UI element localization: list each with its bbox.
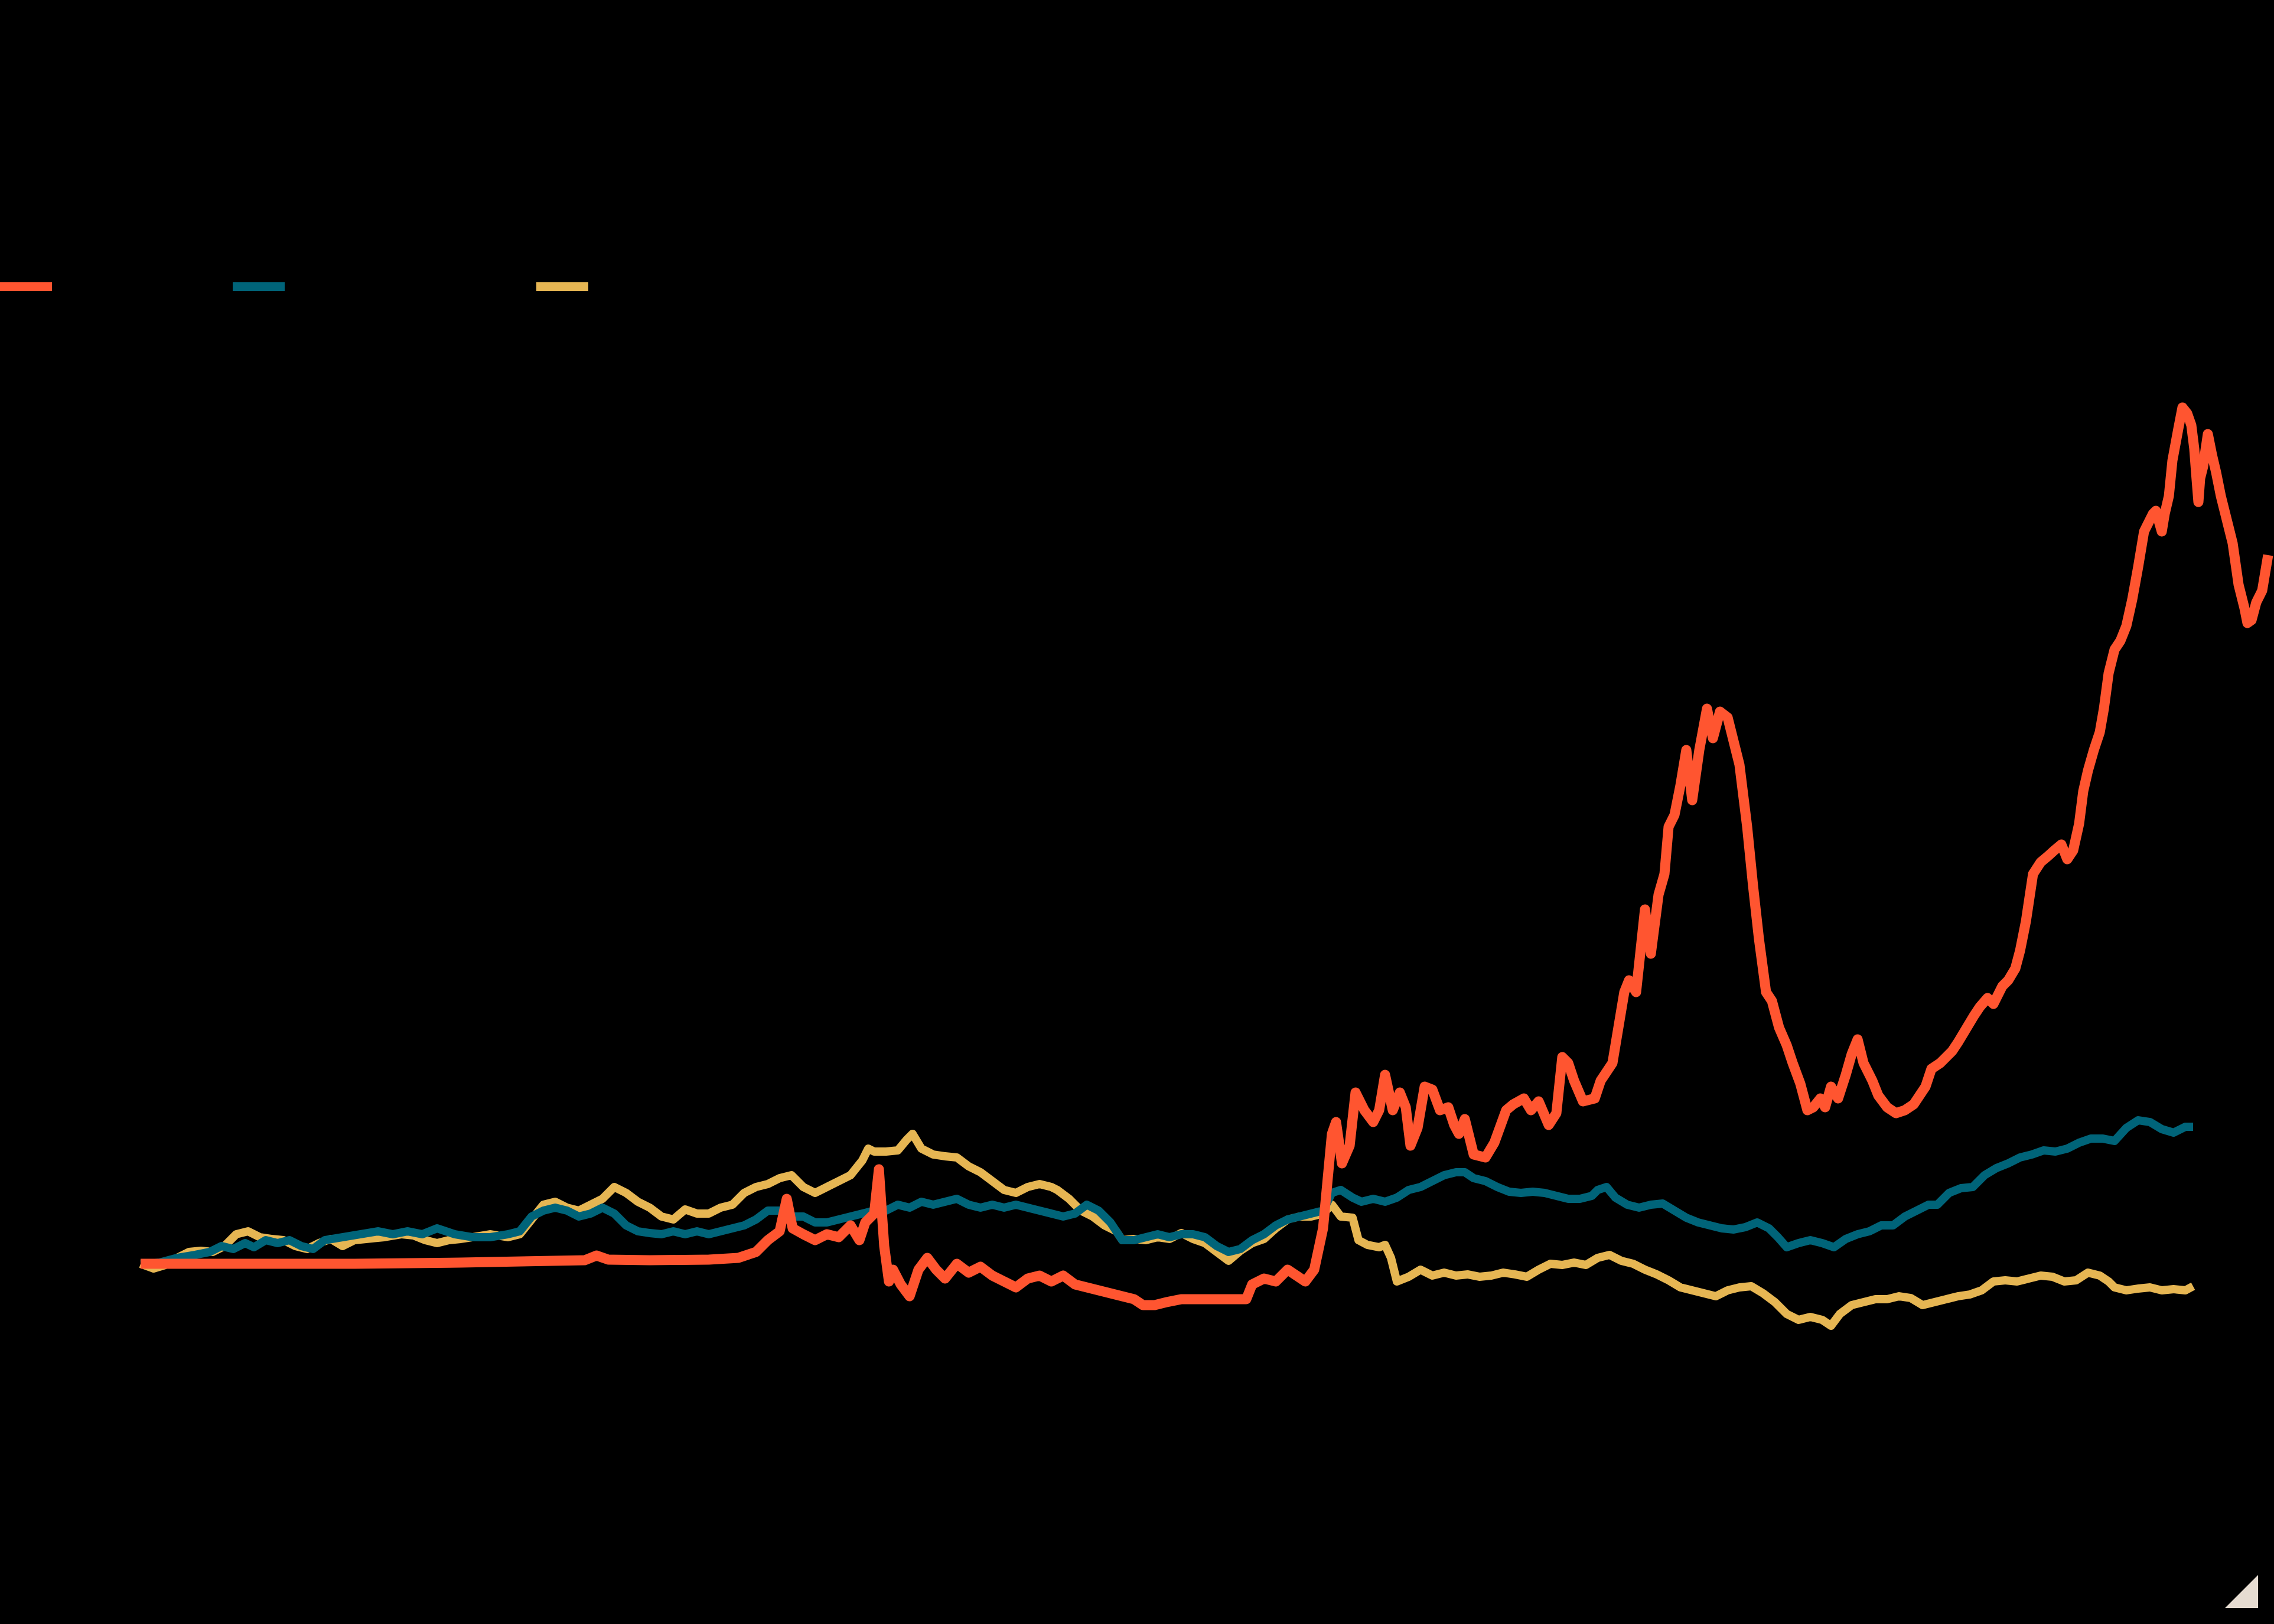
series-layer [139,402,2273,1330]
legend-swatch-teal [233,282,285,291]
corner-triangle-icon [2225,1575,2258,1608]
legend-swatch-gold [536,282,588,291]
legend [0,278,709,313]
series-line-2 [140,1116,2193,1268]
legend-item-series-2 [233,278,293,295]
legend-item-series-3 [536,278,597,295]
legend-swatch-red [0,282,52,291]
legend-item-series-1 [0,278,60,295]
series-line-1 [141,402,2273,1310]
